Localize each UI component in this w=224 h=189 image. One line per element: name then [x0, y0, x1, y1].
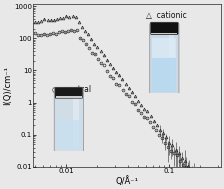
Text: ○  neutral: ○ neutral — [52, 85, 91, 94]
X-axis label: Q/Å⁻¹: Q/Å⁻¹ — [115, 176, 138, 186]
Text: △  cationic: △ cationic — [146, 11, 186, 20]
Y-axis label: I(Q)/cm⁻¹: I(Q)/cm⁻¹ — [4, 66, 13, 105]
